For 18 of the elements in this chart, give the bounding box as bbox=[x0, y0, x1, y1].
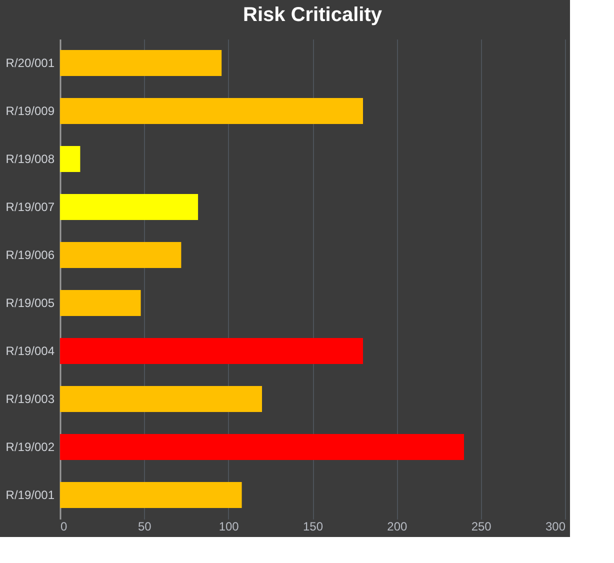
chart-title: Risk Criticality bbox=[243, 4, 383, 26]
y-tick-label: R/19/003 bbox=[6, 392, 55, 406]
x-tick-label: 50 bbox=[138, 520, 152, 534]
y-tick-label: R/19/001 bbox=[6, 488, 55, 502]
y-tick-label: R/19/006 bbox=[6, 248, 55, 262]
y-tick-label: R/19/007 bbox=[6, 200, 55, 214]
x-tick-label: 150 bbox=[302, 520, 324, 534]
x-tick-label: 0 bbox=[60, 520, 68, 534]
y-tick-label: R/20/001 bbox=[6, 56, 55, 70]
y-tick-label: R/19/004 bbox=[6, 344, 55, 358]
y-tick-label: R/19/008 bbox=[6, 152, 55, 166]
x-tick-label: 100 bbox=[218, 520, 240, 534]
y-tick-label: R/19/009 bbox=[6, 104, 55, 118]
y-tick-label: R/19/002 bbox=[6, 440, 55, 454]
x-tick-label: 200 bbox=[387, 520, 408, 534]
x-tick-label: 300 bbox=[545, 520, 566, 534]
y-tick-label: R/19/005 bbox=[6, 296, 55, 310]
x-tick-label: 250 bbox=[471, 520, 492, 534]
